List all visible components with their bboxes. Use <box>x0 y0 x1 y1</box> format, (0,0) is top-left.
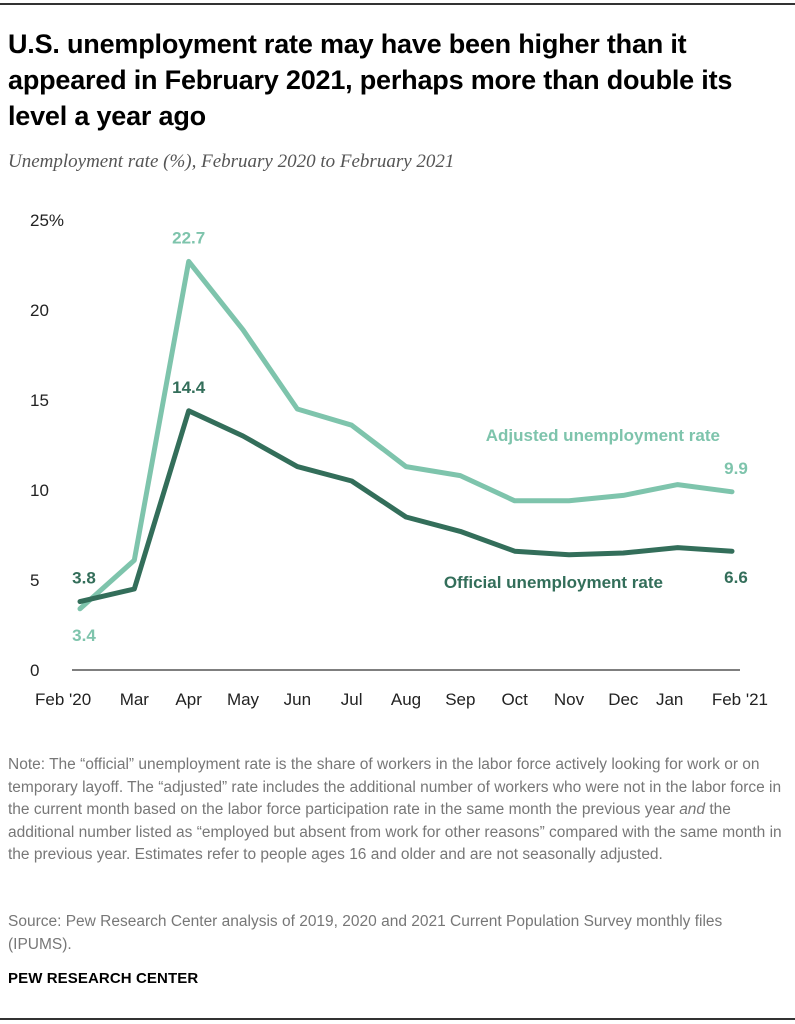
point-labels: 3.4 22.7 9.9 3.8 14.4 6.6 <box>72 228 748 644</box>
x-tick-label: Oct <box>501 690 528 709</box>
point-label: 3.4 <box>72 626 96 645</box>
chart-note: Note: The “official” unemployment rate i… <box>8 756 782 863</box>
top-rule <box>0 3 795 5</box>
x-tick-label: Feb '20 <box>35 690 91 709</box>
x-tick-label: Dec <box>608 690 639 709</box>
x-tick-label: Apr <box>175 690 202 709</box>
series-label-official: Official unemployment rate <box>444 573 663 592</box>
x-tick-label: Nov <box>554 690 585 709</box>
x-axis-ticks: Feb '20 Mar Apr May Jun Jul Aug Sep Oct Nov Dec Jan… <box>35 690 768 709</box>
brand-name: PEW RESEARCH CENTER <box>8 970 199 987</box>
x-tick-label: Jul <box>341 690 363 709</box>
x-tick-label: Aug <box>391 690 421 709</box>
point-label: 14.4 <box>172 378 206 397</box>
point-label: 6.6 <box>724 568 748 587</box>
official-rate-line <box>77 408 735 605</box>
chart-title: U.S. unemployment rate may have been hig… <box>8 29 733 131</box>
y-tick-label: 10 <box>30 481 49 500</box>
bottom-rule <box>0 1018 795 1020</box>
series-lines <box>77 258 735 612</box>
point-label: 9.9 <box>724 459 748 478</box>
x-tick-label: Mar <box>120 690 150 709</box>
x-tick-label: May <box>227 690 260 709</box>
line-chart: 0 5 10 15 20 25% Feb '20 Mar Apr May Jun Jul Aug Sep… <box>30 211 768 709</box>
chart-subtitle: Unemployment rate (%), February 2020 to … <box>8 151 455 172</box>
y-tick-label: 15 <box>30 391 49 410</box>
point-label: 3.8 <box>72 569 96 588</box>
series-label-adjusted: Adjusted unemployment rate <box>486 426 720 445</box>
x-tick-label: Sep <box>445 690 475 709</box>
series-labels: Adjusted unemployment rate Official unemp… <box>444 426 720 592</box>
y-tick-label: 25% <box>30 211 64 230</box>
point-label: 22.7 <box>172 228 205 247</box>
chart-source: Source: Pew Research Center analysis of … <box>8 913 723 953</box>
y-axis-ticks: 0 5 10 15 20 25% <box>30 211 64 680</box>
x-tick-label: Feb '21 <box>712 690 768 709</box>
adjusted-rate-line <box>77 258 735 612</box>
y-tick-label: 5 <box>30 571 39 590</box>
x-tick-label: Jan <box>656 690 683 709</box>
y-tick-label: 0 <box>30 661 39 680</box>
x-tick-label: Jun <box>284 690 311 709</box>
y-tick-label: 20 <box>30 301 49 320</box>
